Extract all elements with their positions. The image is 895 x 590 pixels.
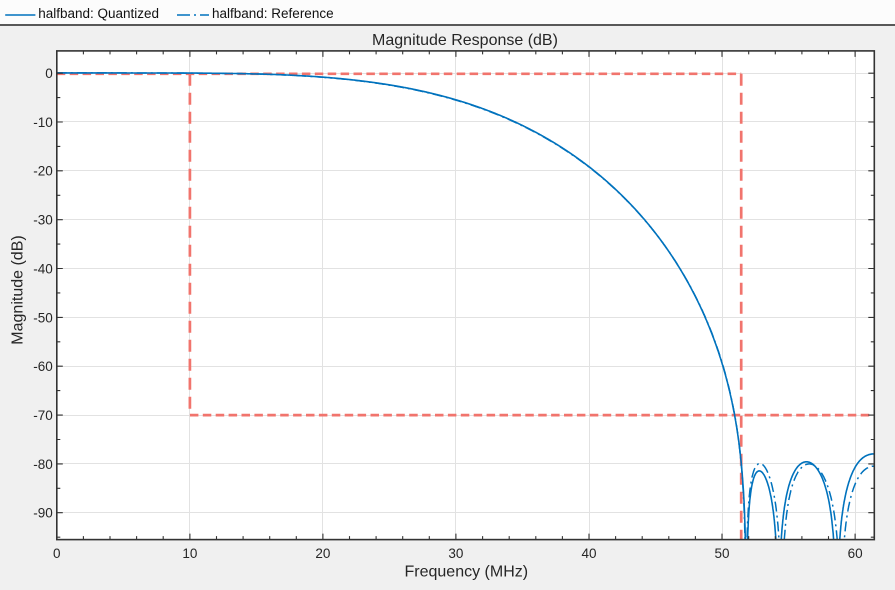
svg-text:-30: -30	[33, 213, 53, 228]
svg-text:-50: -50	[33, 310, 53, 325]
svg-text:-70: -70	[33, 408, 53, 423]
svg-text:0: 0	[45, 66, 53, 81]
svg-text:-20: -20	[33, 164, 53, 179]
svg-text:-40: -40	[33, 261, 53, 276]
svg-text:20: 20	[315, 546, 330, 561]
svg-text:Magnitude Response (dB): Magnitude Response (dB)	[372, 32, 558, 49]
svg-text:-80: -80	[33, 457, 53, 472]
svg-text:50: 50	[714, 546, 729, 561]
svg-text:40: 40	[581, 546, 596, 561]
svg-text:0: 0	[53, 546, 61, 561]
svg-text:-10: -10	[33, 115, 53, 130]
svg-text:30: 30	[448, 546, 463, 561]
svg-text:60: 60	[848, 546, 863, 561]
svg-text:Magnitude (dB): Magnitude (dB)	[10, 235, 27, 344]
svg-text:-60: -60	[33, 359, 53, 374]
svg-text:-90: -90	[33, 506, 53, 521]
svg-text:Frequency (MHz): Frequency (MHz)	[405, 563, 529, 580]
svg-text:10: 10	[182, 546, 197, 561]
